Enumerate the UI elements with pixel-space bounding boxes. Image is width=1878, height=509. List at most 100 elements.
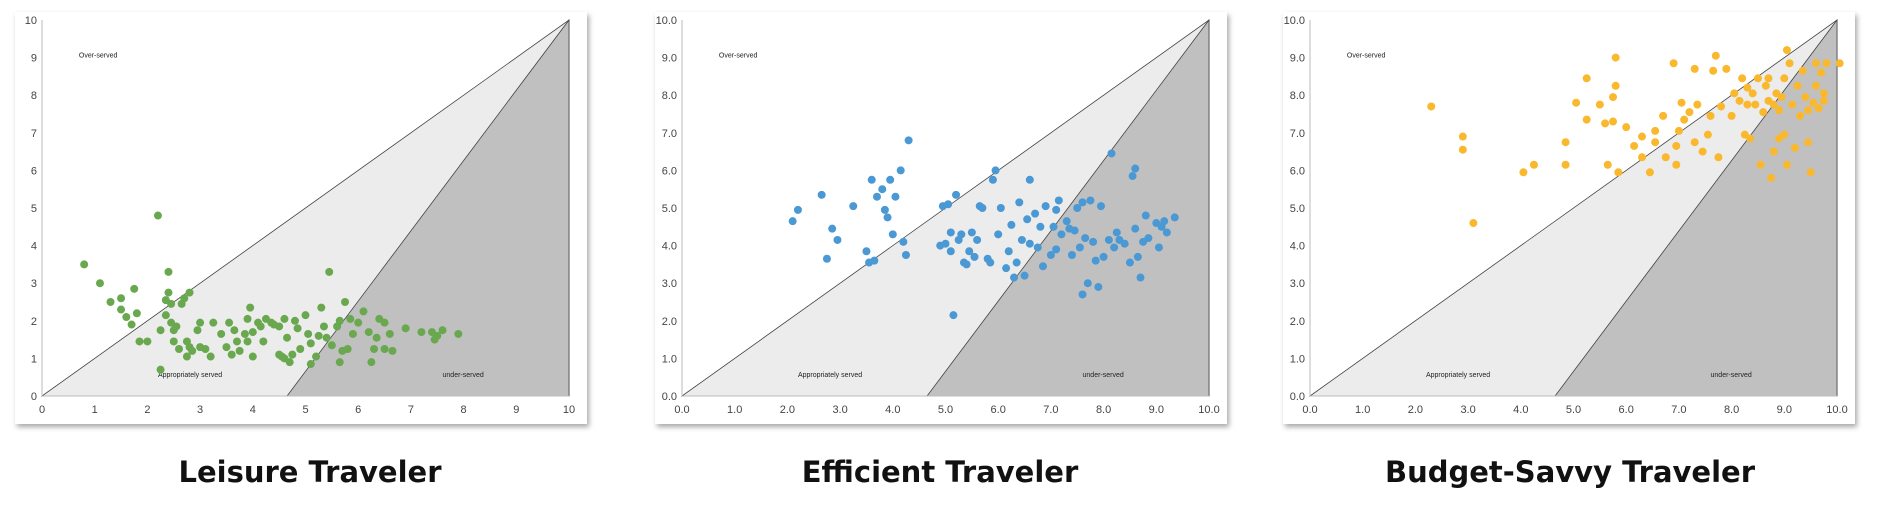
- data-point: [1046, 251, 1055, 259]
- data-point: [240, 329, 249, 338]
- x-tick-label: 0.0: [1302, 404, 1317, 416]
- x-tick-label: 4.0: [1513, 404, 1528, 416]
- data-point: [1010, 273, 1019, 282]
- data-point: [1519, 168, 1528, 177]
- data-point: [206, 352, 215, 361]
- data-point: [325, 267, 334, 276]
- data-point: [1672, 141, 1681, 150]
- data-point: [388, 346, 397, 355]
- y-tick-label: 9.0: [1290, 53, 1305, 65]
- data-point: [1809, 98, 1818, 107]
- data-point: [301, 311, 310, 320]
- data-point: [232, 337, 241, 346]
- data-point: [153, 211, 162, 220]
- data-point: [1004, 247, 1013, 256]
- data-point: [1054, 196, 1063, 205]
- data-point: [1811, 59, 1820, 68]
- x-tick-label: 7.0: [1043, 404, 1058, 416]
- data-point: [1735, 96, 1744, 105]
- data-point: [1790, 143, 1799, 152]
- data-point: [293, 324, 302, 333]
- data-point: [1131, 224, 1140, 233]
- data-point: [169, 337, 178, 346]
- data-point: [1775, 106, 1784, 115]
- data-point: [896, 166, 905, 175]
- x-tick-label: 8.0: [1724, 404, 1739, 416]
- y-tick-label: 1.0: [662, 353, 677, 365]
- persona-title-efficient: Efficient Traveler: [801, 455, 1079, 489]
- x-tick-label: 4.0: [885, 404, 900, 416]
- data-point: [962, 260, 971, 269]
- data-point: [1154, 243, 1163, 252]
- data-point: [364, 328, 373, 337]
- data-point: [1141, 211, 1150, 220]
- data-point: [246, 303, 255, 312]
- x-tick-label: 1.0: [727, 404, 742, 416]
- data-point: [946, 247, 955, 256]
- data-point: [335, 358, 344, 367]
- data-point: [1806, 168, 1815, 177]
- data-point: [1078, 290, 1087, 299]
- data-point: [341, 298, 350, 306]
- data-point: [1086, 196, 1095, 205]
- x-tick-label: 5.0: [938, 404, 953, 416]
- y-tick-label: 9.0: [662, 53, 677, 65]
- data-point: [1091, 256, 1100, 265]
- data-point: [1746, 134, 1755, 143]
- y-tick-label: 7.0: [662, 128, 677, 140]
- data-point: [161, 311, 170, 320]
- data-point: [883, 213, 892, 222]
- data-point: [380, 345, 389, 353]
- data-point: [1089, 237, 1098, 246]
- x-tick-label: 5: [302, 404, 308, 416]
- data-point: [1659, 111, 1668, 120]
- data-point: [235, 346, 244, 355]
- data-point: [986, 258, 995, 267]
- x-tick-label: 2.0: [780, 404, 795, 416]
- data-point: [1804, 106, 1813, 115]
- y-tick-label: 0.0: [662, 391, 677, 403]
- data-point: [290, 316, 299, 325]
- data-point: [127, 320, 136, 329]
- y-tick-label: 4: [31, 241, 37, 253]
- data-point: [314, 331, 323, 340]
- data-point: [1041, 202, 1050, 211]
- data-point: [944, 200, 953, 209]
- data-point: [130, 284, 139, 293]
- data-point: [970, 252, 979, 261]
- label-appropriately-served: Appropriately served: [1426, 372, 1490, 379]
- data-point: [1672, 160, 1681, 169]
- data-point: [1572, 98, 1581, 107]
- data-point: [417, 328, 426, 337]
- data-point: [1052, 245, 1061, 254]
- data-point: [256, 322, 265, 331]
- data-point: [991, 166, 1000, 175]
- data-point: [978, 204, 987, 212]
- data-point: [1703, 130, 1712, 139]
- data-point: [209, 318, 218, 327]
- data-point: [1125, 258, 1134, 267]
- label-over-served: Over-served: [719, 53, 758, 60]
- data-point: [1674, 126, 1683, 135]
- data-point: [952, 190, 961, 199]
- data-point: [230, 326, 239, 335]
- x-tick-label: 7: [408, 404, 414, 416]
- x-tick-label: 9.0: [1149, 404, 1164, 416]
- data-point: [164, 288, 173, 297]
- data-point: [1722, 64, 1731, 73]
- data-point: [248, 352, 257, 361]
- data-point: [1769, 100, 1778, 109]
- chart-frame: 0.0 1.0 2.0 3.0 4.0 5.0 6.0 7.0 8.0 9.0 10.0 0.0 1.0…: [1283, 12, 1855, 424]
- y-tick-label: 5: [31, 203, 37, 215]
- data-point: [1582, 74, 1591, 83]
- data-point: [1031, 209, 1040, 218]
- data-point: [1110, 243, 1119, 252]
- data-point: [1601, 119, 1610, 128]
- y-tick-label: 4.0: [1290, 241, 1305, 253]
- x-tick-label: 1.0: [1355, 404, 1370, 416]
- data-point: [1711, 51, 1720, 60]
- data-point: [175, 345, 184, 353]
- data-point: [327, 341, 336, 350]
- data-point: [1756, 160, 1765, 169]
- y-tick-label: 6.0: [1290, 165, 1305, 177]
